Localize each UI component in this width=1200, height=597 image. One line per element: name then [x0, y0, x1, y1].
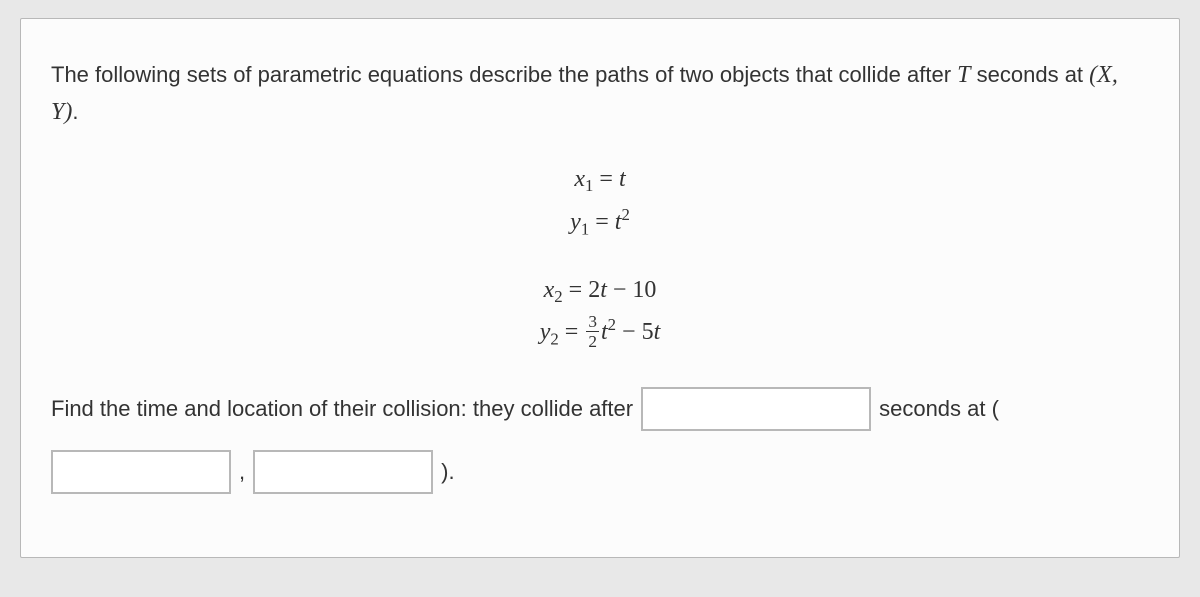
y2-frac-den: 2	[586, 332, 599, 350]
answer-lead: Find the time and location of their coll…	[51, 380, 633, 437]
y2-exp: 2	[608, 315, 616, 334]
equations-group-1: x1 = t y1 = t2	[51, 159, 1149, 243]
answer-sentence: Find the time and location of their coll…	[51, 380, 1149, 500]
x1-rhs: t	[619, 166, 626, 192]
x2-rhs: 2t − 10	[588, 277, 656, 303]
x2-lhs: x	[544, 277, 555, 303]
eq-x2: x2 = 2t − 10	[51, 270, 1149, 312]
x2-sub: 2	[554, 287, 562, 306]
eq-y1: y1 = t2	[51, 201, 1149, 244]
time-input[interactable]	[641, 387, 871, 431]
eq-x1: x1 = t	[51, 159, 1149, 201]
y1-lhs: y	[570, 209, 581, 235]
x2-eq: =	[563, 277, 589, 303]
y2-fraction: 32	[586, 313, 599, 351]
y2-lhs: y	[540, 320, 551, 346]
y2-frac-num: 3	[586, 313, 599, 332]
equations-group-2: x2 = 2t − 10 y2 = 32t2 − 5t	[51, 270, 1149, 354]
x-coordinate-input[interactable]	[51, 450, 231, 494]
intro-text-2: seconds at	[971, 62, 1090, 87]
intro-text-3: .	[72, 99, 78, 124]
eq-y2: y2 = 32t2 − 5t	[51, 311, 1149, 354]
x1-eq: =	[593, 166, 619, 192]
problem-statement: The following sets of parametric equatio…	[51, 57, 1149, 131]
y2-eq: =	[559, 320, 585, 346]
var-T: T	[957, 62, 970, 88]
x1-lhs: x	[574, 166, 585, 192]
y1-sub: 1	[581, 219, 589, 238]
comma-text: ,	[239, 443, 245, 500]
y2-base: t	[601, 320, 608, 346]
close-paren-text: ).	[441, 443, 454, 500]
y2-tail: − 5t	[616, 320, 660, 346]
y1-exp: 2	[621, 205, 629, 224]
question-card: The following sets of parametric equatio…	[20, 18, 1180, 558]
intro-text-1: The following sets of parametric equatio…	[51, 62, 957, 87]
y2-sub: 2	[550, 330, 558, 349]
y1-eq: =	[589, 209, 615, 235]
y-coordinate-input[interactable]	[253, 450, 433, 494]
seconds-at-text: seconds at (	[879, 380, 999, 437]
